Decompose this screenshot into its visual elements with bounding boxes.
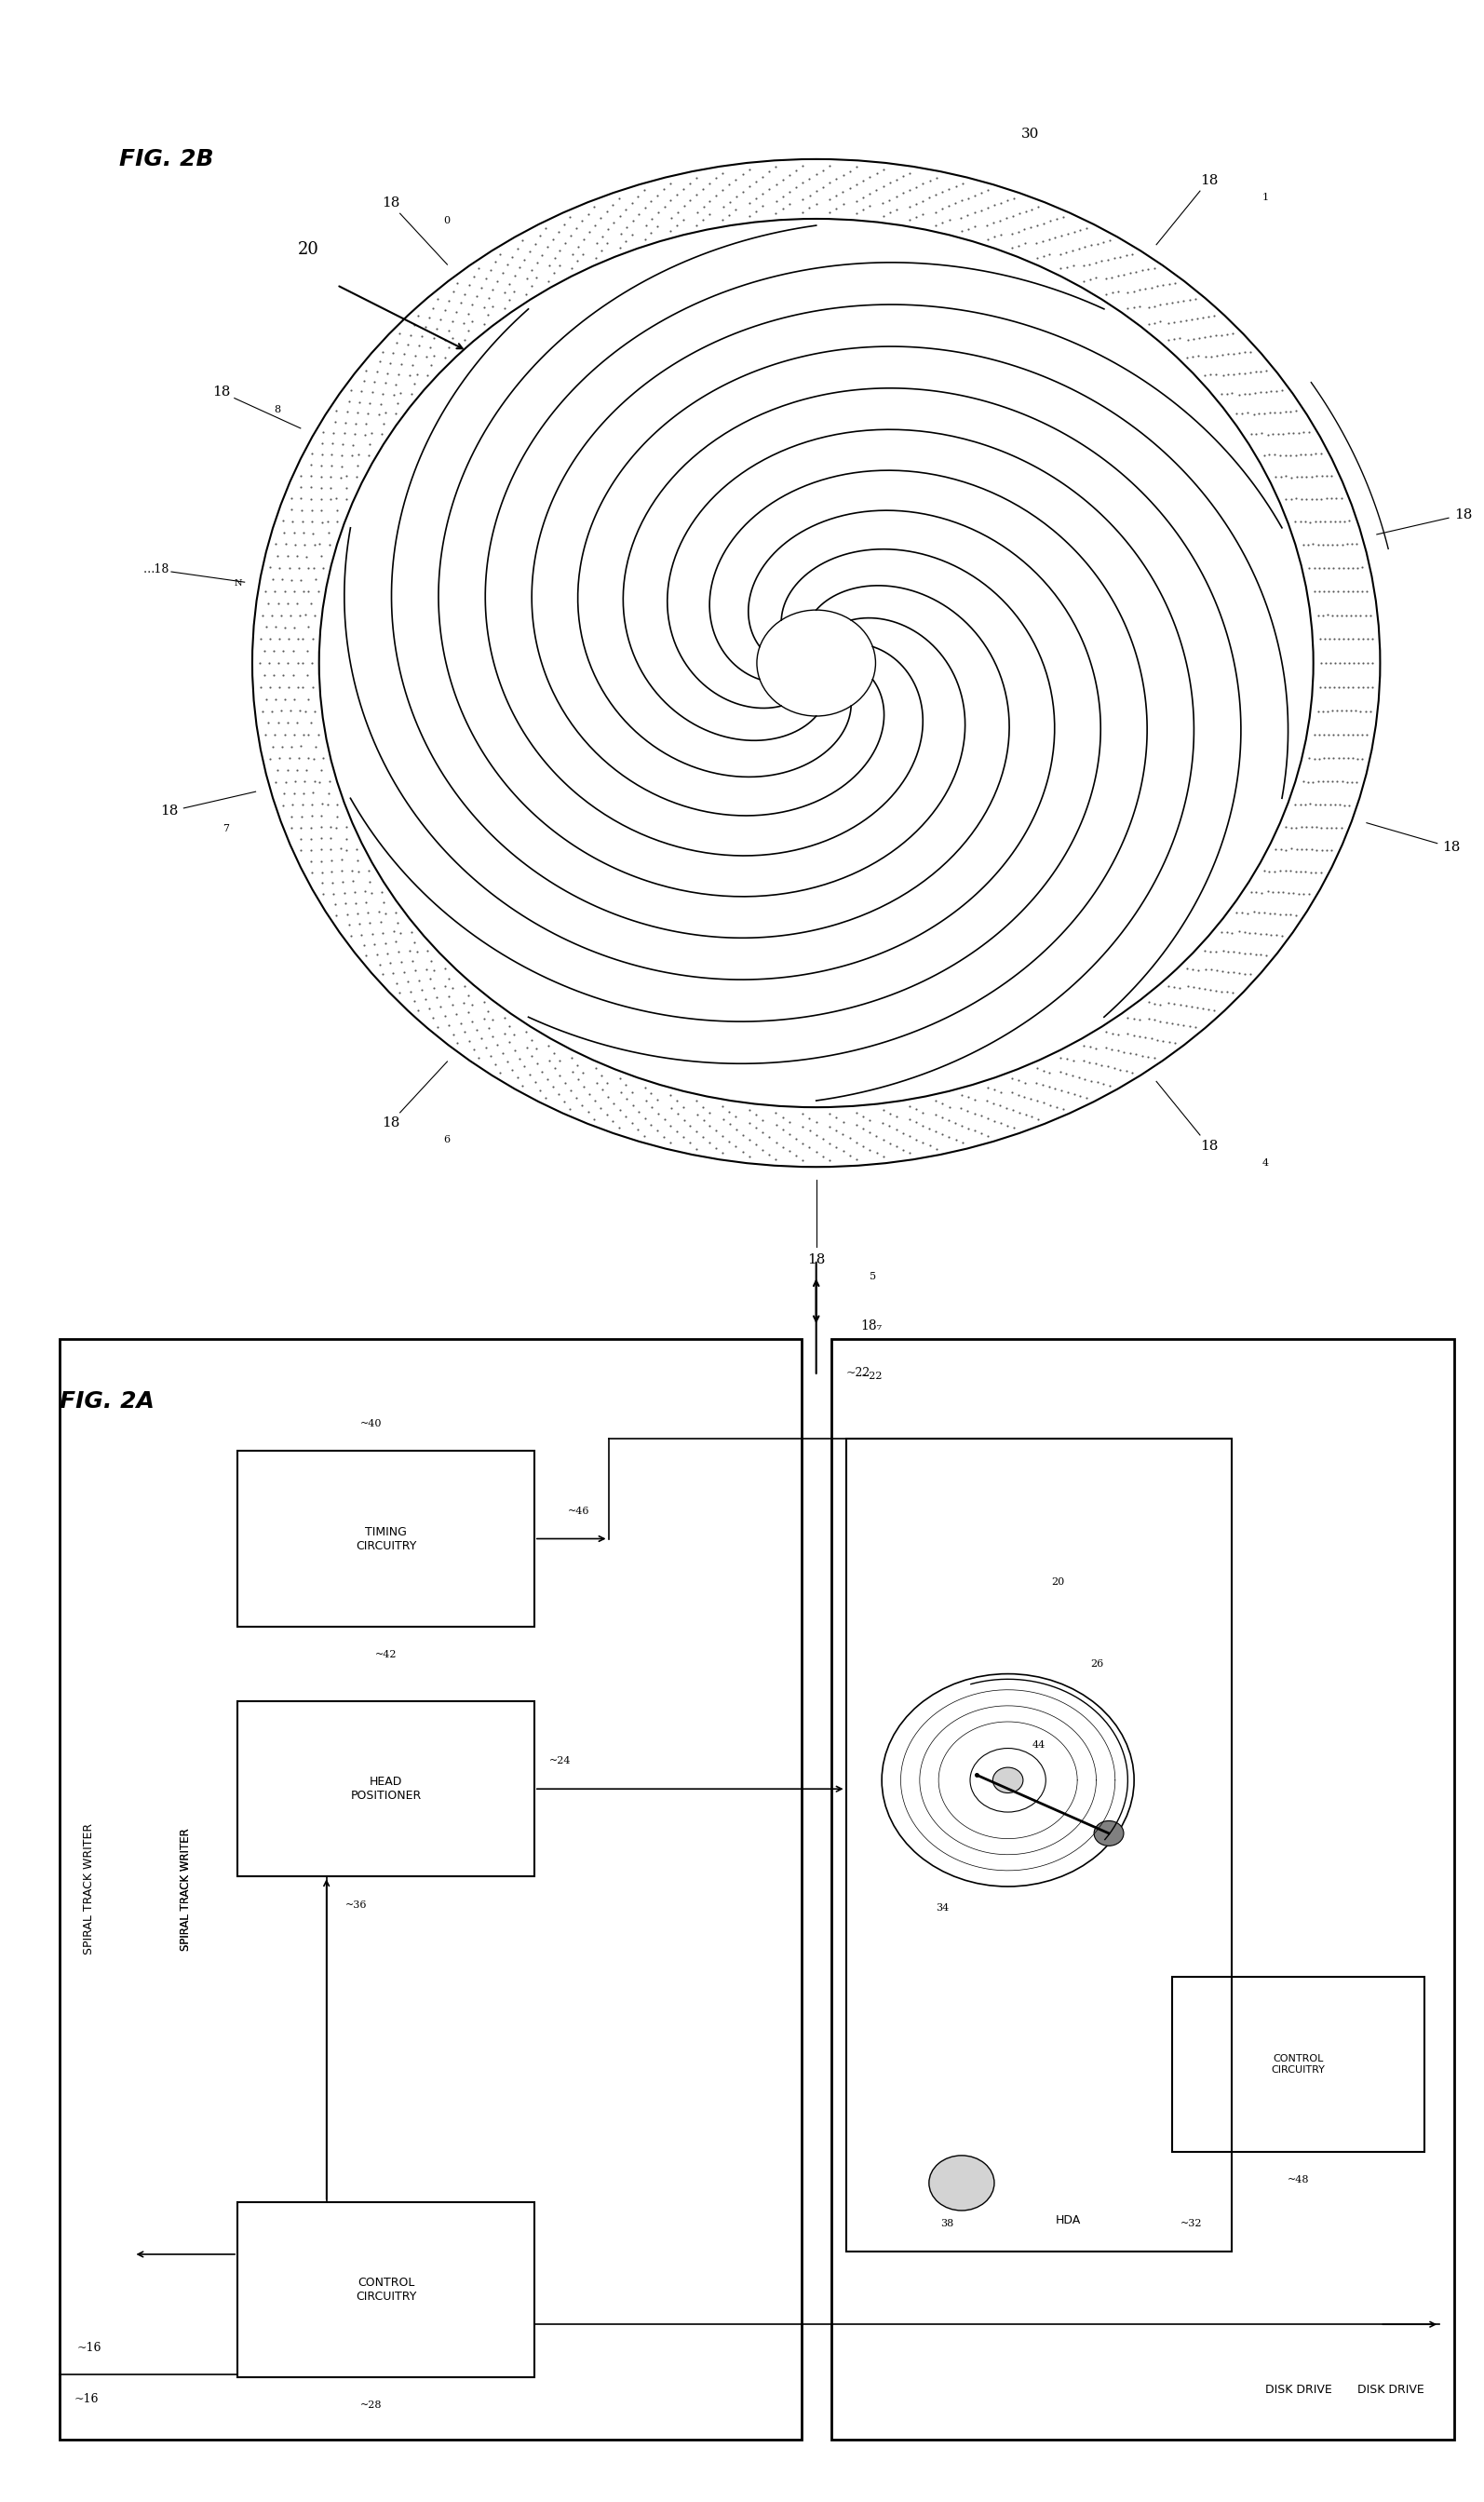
Text: 18: 18 xyxy=(381,1116,399,1128)
Text: 18: 18 xyxy=(1199,173,1218,188)
Text: ~40: ~40 xyxy=(361,1419,381,1429)
Text: ~48: ~48 xyxy=(1288,2177,1309,2184)
Text: ~16: ~16 xyxy=(77,2342,101,2354)
Text: CONTROL
CIRCUITRY: CONTROL CIRCUITRY xyxy=(1272,2054,1325,2074)
Text: 44: 44 xyxy=(1033,1741,1045,1749)
Text: ~32: ~32 xyxy=(1180,2219,1202,2229)
Text: 20: 20 xyxy=(298,243,319,258)
Text: N: N xyxy=(234,578,242,588)
Text: 34: 34 xyxy=(936,1904,948,1912)
Text: 18: 18 xyxy=(381,198,399,210)
Text: 26: 26 xyxy=(1091,1659,1103,1669)
Text: HEAD
POSITIONER: HEAD POSITIONER xyxy=(350,1776,421,1801)
Text: 18₇: 18₇ xyxy=(861,1319,883,1334)
Text: 18: 18 xyxy=(1442,841,1460,853)
Text: 20: 20 xyxy=(1052,1579,1064,1586)
Text: CONTROL
CIRCUITRY: CONTROL CIRCUITRY xyxy=(355,2277,417,2302)
Circle shape xyxy=(993,1766,1022,1794)
Text: ~42: ~42 xyxy=(375,1651,396,1659)
Text: 30: 30 xyxy=(1021,128,1039,140)
Text: 1: 1 xyxy=(1261,193,1269,203)
Text: ~46: ~46 xyxy=(568,1506,589,1516)
Text: ~22: ~22 xyxy=(846,1366,870,1379)
Text: ~16: ~16 xyxy=(74,2392,99,2404)
Text: ~36: ~36 xyxy=(346,1902,367,1909)
Text: 8: 8 xyxy=(275,405,280,413)
Circle shape xyxy=(1094,1821,1123,1846)
Text: FIG. 2B: FIG. 2B xyxy=(119,148,214,170)
Text: 18: 18 xyxy=(1199,1138,1218,1153)
Text: SPIRAL TRACK WRITER: SPIRAL TRACK WRITER xyxy=(180,1826,191,1952)
Text: 7: 7 xyxy=(223,823,229,833)
Text: 4: 4 xyxy=(1261,1158,1269,1168)
Text: DISK DRIVE: DISK DRIVE xyxy=(1264,2384,1333,2394)
Text: ~22: ~22 xyxy=(861,1371,883,1381)
Text: ~28: ~28 xyxy=(361,2402,381,2409)
Text: HDA: HDA xyxy=(1055,2214,1082,2227)
Text: SPIRAL TRACK WRITER: SPIRAL TRACK WRITER xyxy=(83,1824,95,1954)
Text: …18: …18 xyxy=(144,563,169,575)
Text: TIMING
CIRCUITRY: TIMING CIRCUITRY xyxy=(355,1526,417,1551)
Text: 18: 18 xyxy=(212,385,230,398)
Text: FIG. 2A: FIG. 2A xyxy=(59,1391,154,1411)
Circle shape xyxy=(929,2154,994,2212)
Text: 18: 18 xyxy=(1454,508,1472,520)
Text: 0: 0 xyxy=(444,215,450,225)
Text: 5: 5 xyxy=(870,1274,876,1281)
Text: ~24: ~24 xyxy=(549,1756,571,1766)
Text: SPIRAL TRACK WRITER: SPIRAL TRACK WRITER xyxy=(180,1826,191,1952)
Text: DISK DRIVE: DISK DRIVE xyxy=(1358,2384,1425,2394)
Text: 18: 18 xyxy=(160,806,178,818)
Text: 18: 18 xyxy=(807,1254,825,1266)
Text: 6: 6 xyxy=(444,1136,450,1146)
Text: 38: 38 xyxy=(941,2219,953,2229)
